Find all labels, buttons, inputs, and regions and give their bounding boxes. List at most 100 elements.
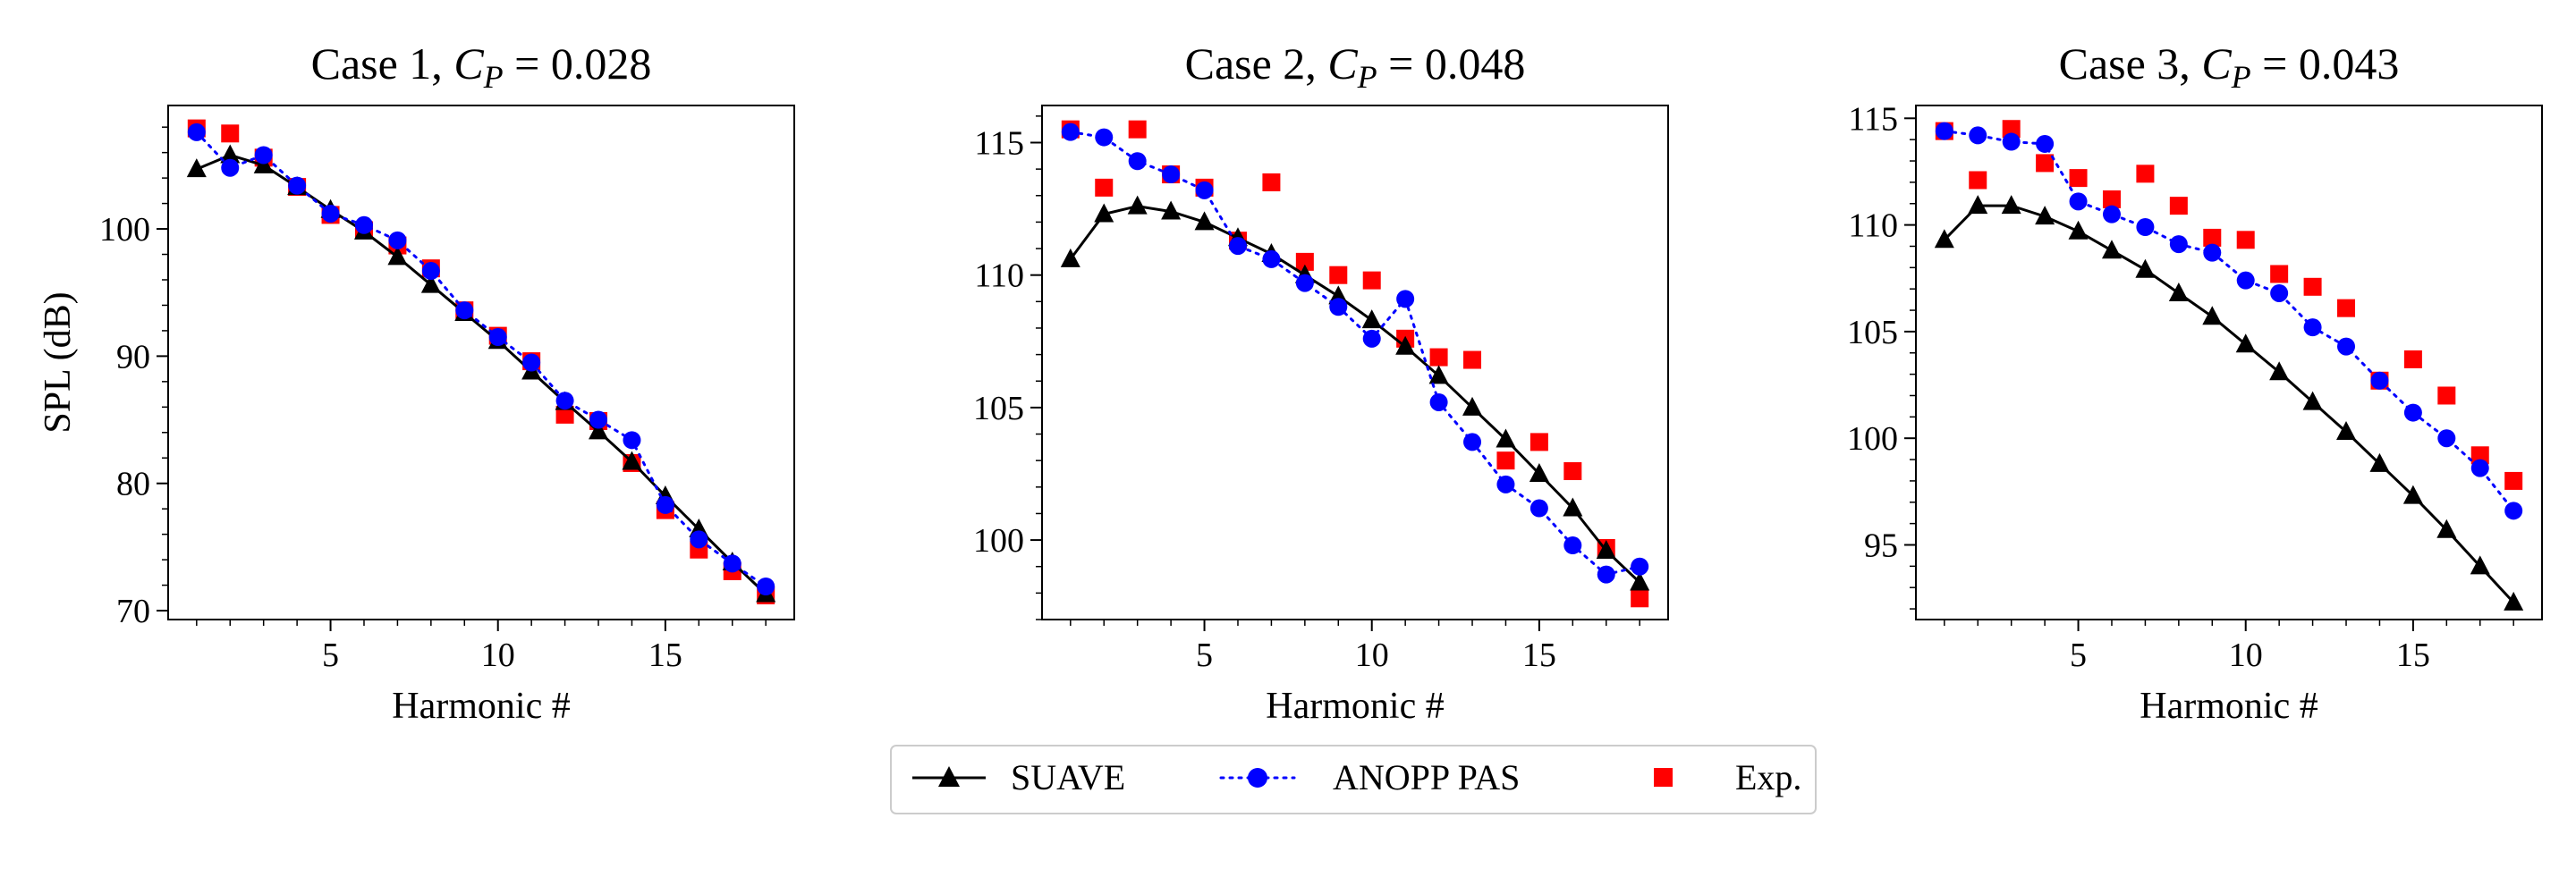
data-point-suave bbox=[1161, 200, 1182, 220]
data-point-anopp bbox=[1396, 290, 1415, 308]
legend-frame bbox=[890, 745, 1817, 814]
data-point-exp bbox=[2270, 265, 2289, 283]
legend-item-suave: SUAVE bbox=[912, 757, 1125, 797]
data-point-anopp bbox=[1496, 475, 1515, 493]
y-tick-label: 100 bbox=[99, 211, 150, 249]
data-point-anopp bbox=[656, 495, 674, 514]
series-line-anopp bbox=[195, 131, 767, 588]
data-point-anopp bbox=[2437, 429, 2456, 448]
data-point-suave bbox=[2302, 391, 2323, 410]
x-tick-label: 10 bbox=[481, 637, 515, 674]
chart-title-subscript: P bbox=[1357, 59, 1377, 95]
data-point-anopp bbox=[1095, 128, 1114, 147]
chart-title-subscript: P bbox=[2231, 59, 2251, 95]
data-point-suave bbox=[2035, 206, 2055, 225]
data-point-exp bbox=[1631, 589, 1649, 608]
data-point-anopp bbox=[2504, 502, 2523, 520]
chart-title-prefix: Case 3, bbox=[2059, 38, 2202, 89]
data-point-anopp bbox=[455, 301, 474, 320]
data-point-exp bbox=[1496, 451, 1515, 470]
y-tick-label: 105 bbox=[1847, 314, 1898, 351]
chart-title-prefix: Case 1, bbox=[311, 38, 454, 89]
data-point-suave bbox=[2504, 591, 2524, 611]
legend: SUAVE ANOPP PAS Exp. bbox=[890, 745, 1817, 814]
data-point-suave bbox=[2001, 195, 2021, 215]
data-point-anopp bbox=[2370, 371, 2389, 390]
y-tick-label: 100 bbox=[973, 522, 1024, 560]
series-suave bbox=[1934, 195, 2524, 611]
data-point-anopp bbox=[1362, 329, 1381, 348]
legend-suave-marker bbox=[938, 766, 960, 787]
data-point-anopp bbox=[187, 122, 206, 141]
legend-suave-label: SUAVE bbox=[1011, 757, 1125, 797]
data-point-suave bbox=[2135, 258, 2156, 278]
data-point-anopp bbox=[522, 353, 541, 372]
data-point-suave bbox=[1094, 203, 1114, 223]
data-point-suave bbox=[1968, 195, 1988, 215]
y-tick-label: 110 bbox=[1848, 207, 1898, 245]
x-axis-label: Harmonic # bbox=[2140, 686, 2318, 727]
data-point-anopp bbox=[2470, 459, 2489, 477]
data-point-suave bbox=[1361, 309, 1382, 329]
data-point-anopp bbox=[2169, 235, 2188, 254]
data-point-suave bbox=[1194, 211, 1215, 231]
data-point-suave bbox=[622, 451, 642, 470]
x-tick-label: 15 bbox=[1522, 637, 1556, 674]
data-point-exp bbox=[2437, 386, 2456, 405]
series-exp bbox=[1061, 120, 1649, 608]
data-point-exp bbox=[2102, 190, 2121, 208]
data-point-anopp bbox=[690, 530, 708, 549]
data-point-exp bbox=[1128, 120, 1147, 139]
data-point-suave bbox=[2202, 306, 2223, 325]
chart-title-symbol: C bbox=[2201, 38, 2232, 89]
data-point-anopp bbox=[589, 410, 608, 429]
data-point-suave bbox=[2336, 421, 2357, 441]
data-point-exp bbox=[2169, 197, 2188, 215]
data-point-suave bbox=[2269, 361, 2290, 381]
y-tick-label: 115 bbox=[1848, 100, 1898, 138]
series-exp bbox=[1935, 120, 2523, 490]
data-point-anopp bbox=[555, 392, 574, 410]
x-tick-label: 10 bbox=[2229, 637, 2263, 674]
data-point-suave bbox=[1428, 365, 1449, 384]
y-tick-label: 115 bbox=[974, 124, 1024, 162]
data-point-anopp bbox=[1563, 536, 1582, 555]
data-point-suave bbox=[1060, 248, 1080, 267]
plot-frame bbox=[1915, 105, 2543, 620]
data-point-exp bbox=[1362, 271, 1381, 290]
data-point-exp bbox=[2337, 299, 2356, 317]
data-point-exp bbox=[2470, 446, 2489, 465]
chart-title-prefix: Case 2, bbox=[1185, 38, 1328, 89]
y-tick-label: 80 bbox=[116, 466, 150, 503]
data-point-suave bbox=[1496, 428, 1516, 448]
data-point-exp bbox=[1563, 462, 1582, 481]
legend-item-anopp: ANOPP PAS bbox=[1219, 757, 1520, 797]
chart-panel-1: Case 1, CP = 0.028 5 10 15 70 80 90 100 Harmonic… bbox=[38, 38, 795, 727]
x-tick-label: 10 bbox=[1355, 637, 1389, 674]
plot-frame bbox=[1041, 105, 1669, 620]
data-point-anopp bbox=[1935, 122, 1953, 140]
series-suave bbox=[186, 144, 776, 603]
data-point-suave bbox=[2101, 240, 2122, 259]
data-point-exp bbox=[2203, 228, 2222, 247]
data-point-exp bbox=[2036, 154, 2055, 173]
x-tick-label: 5 bbox=[1196, 637, 1213, 674]
data-point-anopp bbox=[2136, 217, 2155, 236]
data-point-anopp bbox=[2203, 243, 2222, 262]
data-point-exp bbox=[1530, 433, 1548, 451]
x-axis-label: Harmonic # bbox=[392, 686, 570, 727]
data-point-anopp bbox=[723, 554, 741, 573]
data-point-suave bbox=[186, 158, 207, 178]
legend-item-exp: Exp. bbox=[1654, 757, 1801, 797]
data-point-exp bbox=[2069, 169, 2088, 188]
chart-title: Case 2, CP = 0.048 bbox=[1185, 38, 1526, 95]
data-point-exp bbox=[1295, 252, 1314, 271]
data-point-exp bbox=[2002, 120, 2021, 139]
data-point-suave bbox=[2168, 282, 2189, 301]
data-point-anopp bbox=[1969, 126, 1987, 145]
x-tick-label: 5 bbox=[2070, 637, 2087, 674]
chart-panel-3: Case 3, CP = 0.043 5 10 15 95 100 105 110 115 Har… bbox=[1847, 38, 2543, 727]
y-tick-label: 100 bbox=[1847, 420, 1898, 458]
legend-anopp-marker bbox=[1248, 768, 1267, 788]
